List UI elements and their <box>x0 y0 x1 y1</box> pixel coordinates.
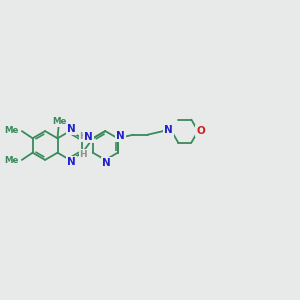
Text: Me: Me <box>4 156 18 165</box>
Text: H: H <box>80 150 87 159</box>
Text: Me: Me <box>52 117 66 126</box>
Text: Me: Me <box>4 126 18 135</box>
Text: H: H <box>80 132 87 141</box>
Text: N: N <box>102 158 111 169</box>
Text: N: N <box>67 157 76 167</box>
Text: N: N <box>164 125 173 136</box>
Text: N: N <box>116 131 125 141</box>
Text: N: N <box>67 124 76 134</box>
Text: N: N <box>84 132 92 142</box>
Text: O: O <box>196 126 206 136</box>
